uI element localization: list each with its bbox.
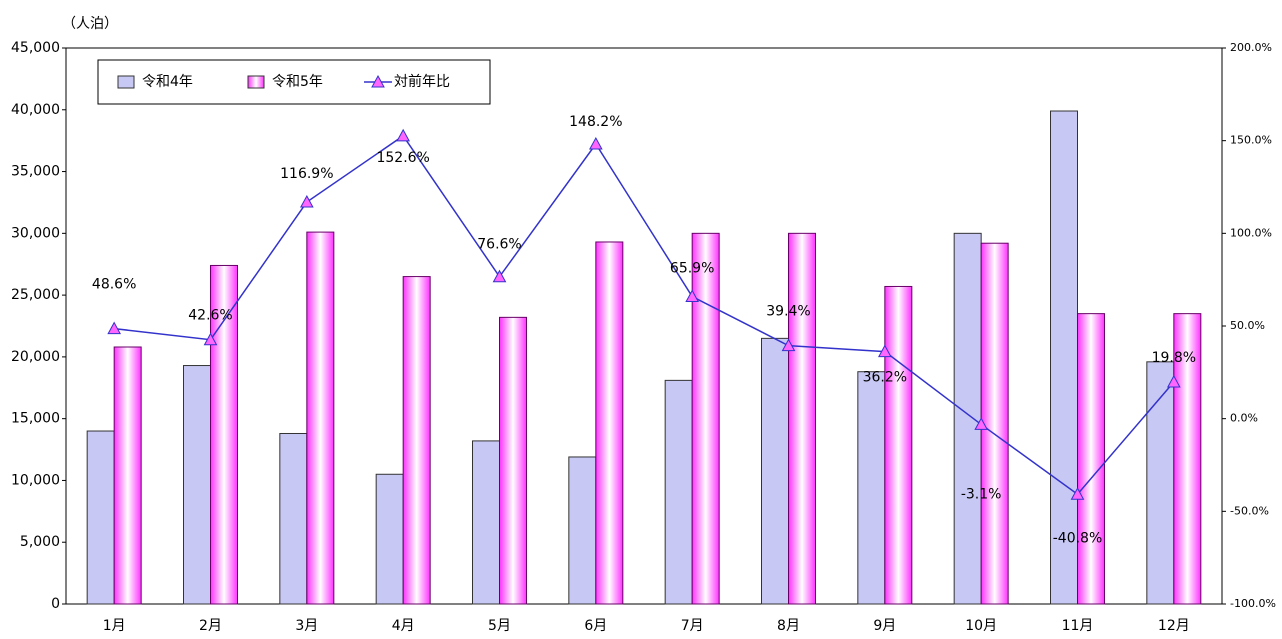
- bar: [1050, 110, 1078, 605]
- bar: [499, 316, 527, 605]
- y-tick-label: 30,000: [11, 225, 60, 241]
- y-tick-label: 25,000: [11, 287, 60, 303]
- bar: [86, 430, 115, 605]
- marker: [1166, 374, 1181, 388]
- plot-area: [65, 47, 1223, 605]
- bar: [568, 456, 597, 605]
- y-tick-label: 15,000: [11, 411, 60, 427]
- bar: [1173, 313, 1202, 605]
- legend-label: 対前年比: [394, 73, 450, 90]
- marker: [396, 128, 411, 142]
- bar: [884, 285, 913, 605]
- bar: [113, 346, 142, 605]
- marker: [1070, 487, 1085, 500]
- y-axis-label: （人泊）: [62, 16, 118, 32]
- y-tick-label: 45,000: [11, 40, 60, 56]
- marker: [299, 194, 314, 208]
- y2-tick-label: -50.0%: [1230, 504, 1269, 517]
- bar: [402, 276, 431, 605]
- bar: [664, 379, 693, 605]
- line: [114, 134, 1175, 496]
- marker: [877, 344, 892, 358]
- marker: [203, 332, 218, 346]
- bar: [183, 365, 211, 605]
- x-tick-label: 6月: [584, 618, 607, 634]
- y2-tick-label: 100.0%: [1230, 226, 1272, 239]
- legend-swatch: [247, 75, 265, 89]
- data-label: 19.8%: [1152, 350, 1196, 366]
- marker: [492, 269, 507, 283]
- marker: [781, 338, 796, 352]
- legend-swatch: [117, 75, 135, 89]
- x-tick-label: 5月: [488, 618, 511, 634]
- bar: [472, 440, 500, 605]
- legend-label: 令和5年: [272, 74, 323, 90]
- x-tick-label: 12月: [1158, 618, 1190, 634]
- bar: [595, 241, 624, 605]
- y2-tick-label: 200.0%: [1230, 41, 1272, 54]
- data-label: 48.6%: [92, 277, 136, 293]
- data-label: 65.9%: [670, 261, 714, 277]
- marker: [107, 321, 122, 335]
- data-label: 116.9%: [280, 166, 333, 182]
- bar: [980, 242, 1009, 605]
- bar: [279, 432, 308, 605]
- legend-marker: [371, 74, 385, 88]
- marker: [974, 417, 989, 430]
- data-label: 148.2%: [569, 114, 622, 130]
- x-tick-label: 1月: [103, 618, 126, 634]
- data-label: 39.4%: [766, 304, 810, 320]
- x-tick-label: 9月: [873, 618, 896, 634]
- y-tick-label: 0: [51, 596, 60, 612]
- x-tick-label: 7月: [681, 618, 704, 634]
- bar: [857, 371, 886, 605]
- x-tick-label: 10月: [965, 618, 997, 634]
- y-tick-label: 20,000: [11, 349, 60, 365]
- y-tick-label: 5,000: [20, 534, 60, 550]
- y-tick-label: 40,000: [11, 102, 60, 118]
- data-label: -3.1%: [961, 486, 1002, 502]
- x-tick-label: 4月: [392, 618, 415, 634]
- marker: [685, 289, 700, 303]
- data-label: 76.6%: [477, 237, 521, 253]
- bar: [210, 264, 238, 605]
- x-tick-label: 2月: [199, 618, 222, 634]
- bar: [691, 232, 720, 605]
- x-tick-label: 8月: [777, 618, 800, 634]
- data-label: 42.6%: [188, 308, 232, 324]
- bar: [375, 473, 404, 605]
- bar: [1077, 313, 1105, 605]
- data-label: -40.8%: [1053, 530, 1103, 546]
- data-label: 152.6%: [376, 150, 429, 166]
- legend: [97, 59, 491, 105]
- legend-label: 令和4年: [142, 74, 193, 90]
- y2-tick-label: 0.0%: [1230, 412, 1258, 425]
- bar: [953, 232, 982, 605]
- marker: [588, 136, 603, 150]
- bar: [306, 231, 335, 605]
- y2-tick-label: 50.0%: [1230, 319, 1265, 332]
- y-tick-label: 35,000: [11, 164, 60, 180]
- x-tick-label: 3月: [295, 618, 318, 634]
- bar: [761, 337, 789, 605]
- data-label: 36.2%: [863, 370, 907, 386]
- bar: [788, 232, 816, 605]
- x-tick-label: 11月: [1062, 618, 1094, 634]
- y2-tick-label: 150.0%: [1230, 134, 1272, 147]
- y-tick-label: 10,000: [11, 472, 60, 488]
- y2-tick-label: -100.0%: [1230, 597, 1276, 610]
